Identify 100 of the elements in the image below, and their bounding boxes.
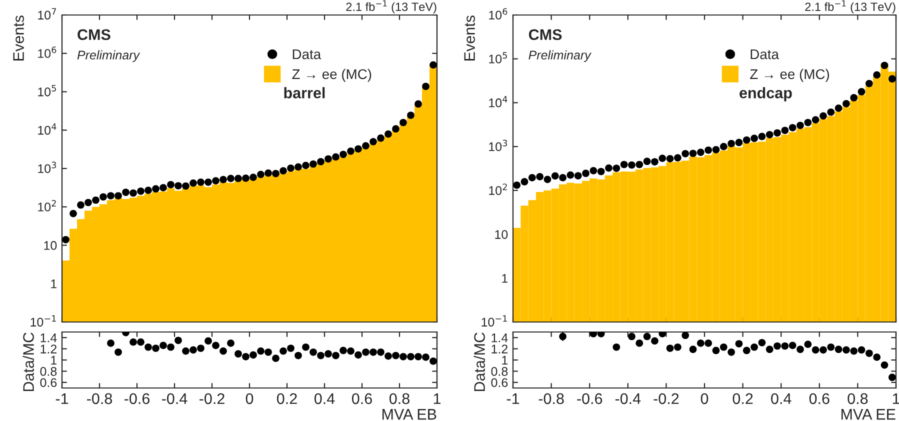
x-tick-label: 0.8 — [389, 393, 410, 404]
point — [407, 352, 414, 360]
point — [257, 347, 264, 355]
point — [858, 346, 866, 354]
legend-label: Data — [292, 50, 322, 60]
point — [612, 164, 620, 172]
annotation: Preliminary — [528, 50, 592, 62]
x-tick-label: 0 — [700, 393, 708, 404]
point — [144, 186, 152, 194]
point — [107, 192, 114, 200]
point — [544, 176, 552, 184]
point — [384, 352, 392, 360]
point — [827, 343, 835, 351]
point — [689, 346, 697, 354]
y-tick-label: 10$^{6}$ — [38, 46, 56, 58]
point — [212, 342, 220, 350]
x-axis-title: MVA EE — [841, 409, 896, 420]
x-tick-label: 0.2 — [732, 393, 753, 404]
point — [728, 140, 735, 148]
x-tick-label: -1 — [56, 393, 68, 404]
point — [834, 346, 842, 354]
point — [590, 167, 598, 174]
point — [742, 136, 750, 144]
point — [566, 171, 574, 179]
x-tick-label: 0 — [246, 393, 254, 404]
point — [682, 150, 690, 158]
point — [70, 210, 77, 218]
x-tick-label: -0.4 — [162, 393, 188, 404]
point — [62, 236, 70, 244]
point — [160, 184, 167, 192]
point — [888, 75, 896, 83]
point — [264, 169, 272, 177]
point — [704, 146, 712, 154]
point — [280, 347, 287, 355]
point — [174, 182, 182, 190]
y-tick-label: 10$^{2}$ — [38, 200, 56, 212]
point — [582, 170, 590, 178]
point — [781, 342, 789, 350]
point — [377, 348, 384, 356]
point — [317, 158, 324, 166]
point — [92, 196, 100, 204]
point — [422, 354, 430, 361]
text: 2.1 fb$^{−1}$ (13 TeV) — [805, 0, 896, 14]
point — [287, 164, 294, 172]
y-tick-label: 1 — [502, 274, 508, 283]
point — [182, 182, 190, 190]
point — [317, 352, 324, 360]
x-tick-label: -0.4 — [615, 393, 641, 404]
point — [689, 150, 697, 158]
y-tick-label: 10$^{6}$ — [489, 8, 508, 20]
point — [820, 112, 827, 120]
point — [704, 340, 712, 347]
annotation: CMS — [78, 29, 110, 40]
point — [735, 340, 743, 348]
x-tick-label: -0.8 — [87, 393, 112, 404]
point — [220, 347, 227, 355]
point — [340, 346, 347, 354]
y-tick-label: 10$^{−1}$ — [30, 315, 56, 327]
point — [250, 351, 257, 359]
y-tick-label: 10$^{7}$ — [38, 8, 56, 20]
point — [820, 346, 827, 354]
point — [666, 154, 674, 162]
point — [400, 118, 407, 126]
point — [513, 181, 521, 189]
point — [696, 148, 704, 156]
annotation: endcap — [740, 87, 792, 102]
x-tick-label: 0.6 — [809, 393, 830, 404]
point — [84, 198, 92, 206]
y-tick-label: 0.8 — [40, 367, 57, 376]
point — [362, 348, 370, 356]
point — [551, 172, 559, 180]
point — [834, 104, 842, 112]
point — [197, 178, 204, 186]
point — [377, 134, 384, 142]
y-tick-label: 10$^{4}$ — [489, 96, 508, 108]
x-tick-label: 0.8 — [848, 393, 868, 404]
point — [347, 347, 354, 355]
point — [873, 71, 881, 79]
point — [294, 352, 302, 360]
point — [392, 352, 400, 360]
point — [280, 167, 287, 174]
point — [766, 346, 774, 354]
point — [712, 146, 720, 154]
x-tick-label: -0.8 — [538, 393, 564, 404]
point — [796, 122, 804, 130]
point — [100, 193, 107, 201]
point — [324, 350, 332, 358]
y-tick-label: 10$^{5}$ — [38, 85, 56, 96]
point — [302, 343, 310, 351]
point — [643, 332, 651, 340]
point — [137, 187, 144, 195]
point — [750, 343, 758, 351]
point — [774, 129, 781, 137]
x-tick-label: -0.2 — [200, 393, 224, 404]
point — [414, 100, 422, 108]
x-tick-label: -0.2 — [654, 393, 679, 404]
point — [190, 179, 197, 187]
point — [370, 138, 377, 146]
point — [720, 142, 728, 150]
point — [674, 154, 682, 162]
